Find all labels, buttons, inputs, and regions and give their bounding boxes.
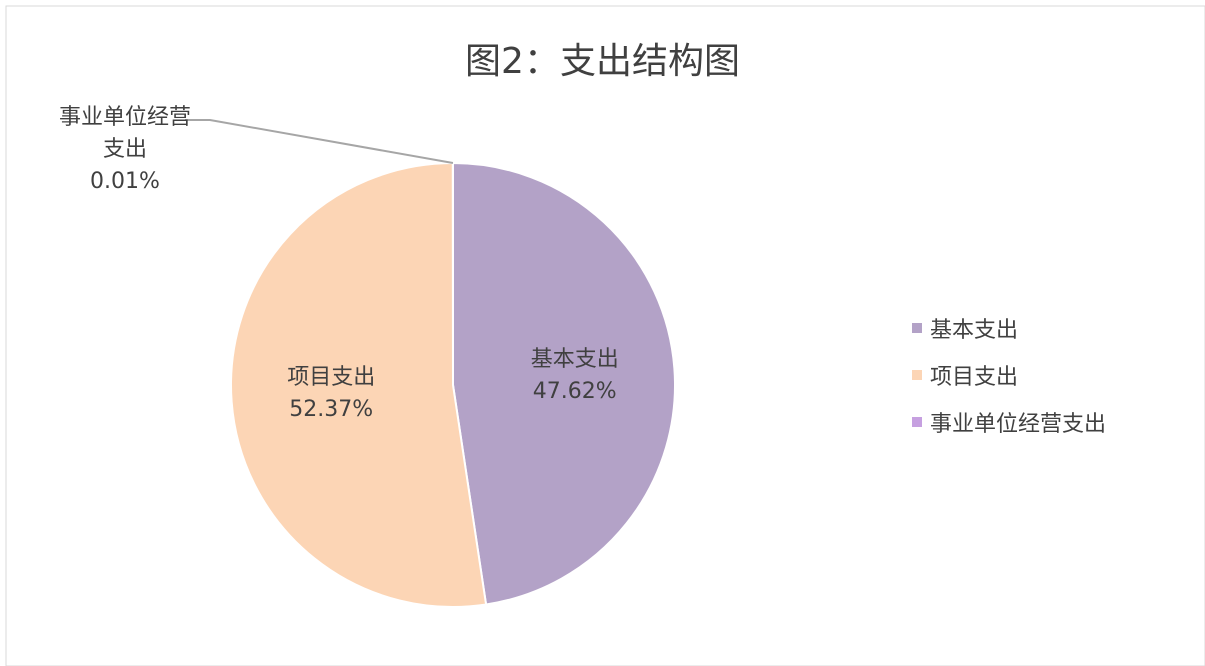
legend-item: 基本支出	[912, 312, 1018, 344]
data-label-category: 基本支出	[530, 346, 619, 372]
legend-label: 基本支出	[930, 318, 1019, 343]
chart-border	[5, 5, 1205, 666]
legend-item: 事业单位经营支出	[912, 406, 1106, 438]
legend-swatch	[912, 417, 922, 427]
data-label-value: 47.62%	[532, 378, 617, 404]
chart-title: 图2：支出结构图	[465, 41, 740, 82]
leader-line	[185, 119, 454, 164]
data-label: 事业单位经营支出 0.01%	[50, 102, 200, 198]
data-label-value: 0.01%	[90, 169, 160, 194]
legend-label: 项目支出	[930, 365, 1019, 390]
legend-swatch	[912, 323, 922, 333]
pie-slice	[230, 161, 488, 608]
data-label-category: 事业单位经营支出	[58, 105, 191, 162]
pie-slice	[452, 161, 676, 606]
legend-swatch	[912, 370, 922, 380]
data-label: 基本支出 47.62%	[531, 344, 619, 408]
data-label-category: 项目支出	[287, 365, 376, 391]
data-label: 项目支出 52.37%	[287, 362, 375, 426]
legend-item: 项目支出	[912, 359, 1018, 391]
data-label-value: 52.37%	[289, 397, 374, 423]
legend-label: 事业单位经营支出	[930, 412, 1107, 437]
